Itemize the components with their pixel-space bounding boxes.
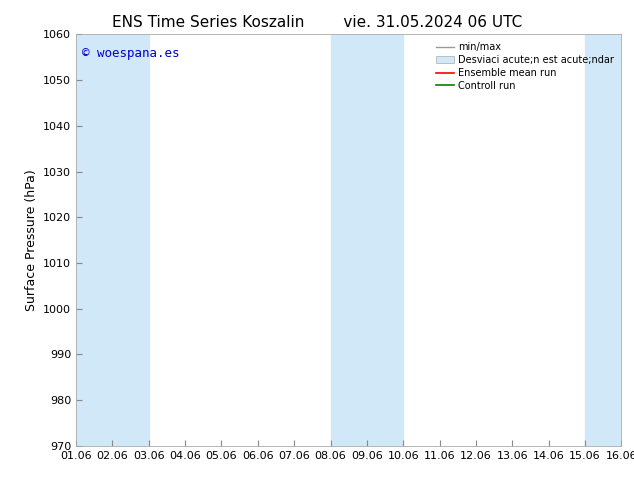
Bar xyxy=(76,34,149,446)
Text: © woespana.es: © woespana.es xyxy=(82,47,179,60)
Bar xyxy=(585,34,621,446)
Text: ENS Time Series Koszalin        vie. 31.05.2024 06 UTC: ENS Time Series Koszalin vie. 31.05.2024… xyxy=(112,15,522,30)
Bar xyxy=(330,34,403,446)
Y-axis label: Surface Pressure (hPa): Surface Pressure (hPa) xyxy=(25,169,37,311)
Legend: min/max, Desviaci acute;n est acute;ndar, Ensemble mean run, Controll run: min/max, Desviaci acute;n est acute;ndar… xyxy=(434,39,616,94)
